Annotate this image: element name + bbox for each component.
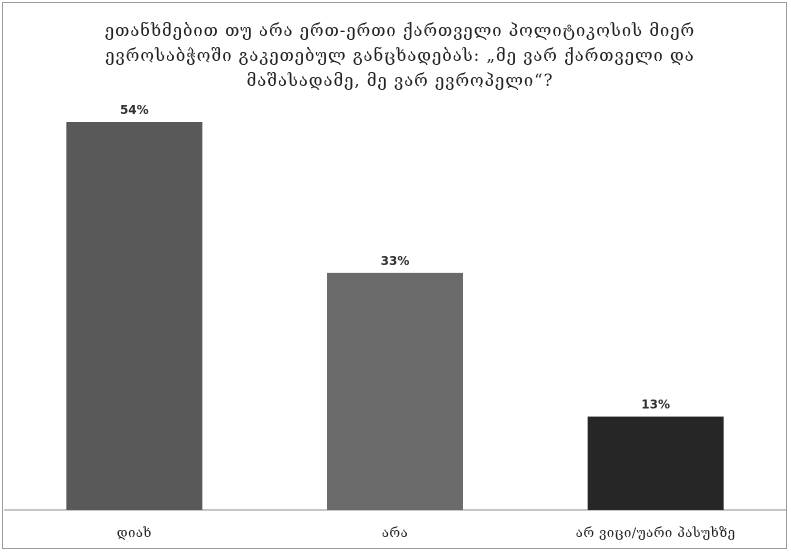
bars-group: 54% დიახ 33% არა 13% არ ვიცი/უარი პასუხზე [66, 103, 735, 541]
chart-title: ეთანხმებით თუ არა ერთ-ერთი ქართველი პოლი… [104, 21, 696, 90]
data-label-3: 13% [641, 398, 670, 412]
data-label-1: 54% [120, 103, 149, 117]
bar-2 [327, 272, 463, 510]
category-label-2: არა [382, 526, 408, 541]
bar-1 [66, 122, 203, 510]
bar-3 [587, 416, 724, 510]
data-label-2: 33% [381, 254, 410, 268]
category-label-1: დიახ [117, 526, 152, 541]
category-label-3: არ ვიცი/უარი პასუხზე [576, 526, 736, 541]
